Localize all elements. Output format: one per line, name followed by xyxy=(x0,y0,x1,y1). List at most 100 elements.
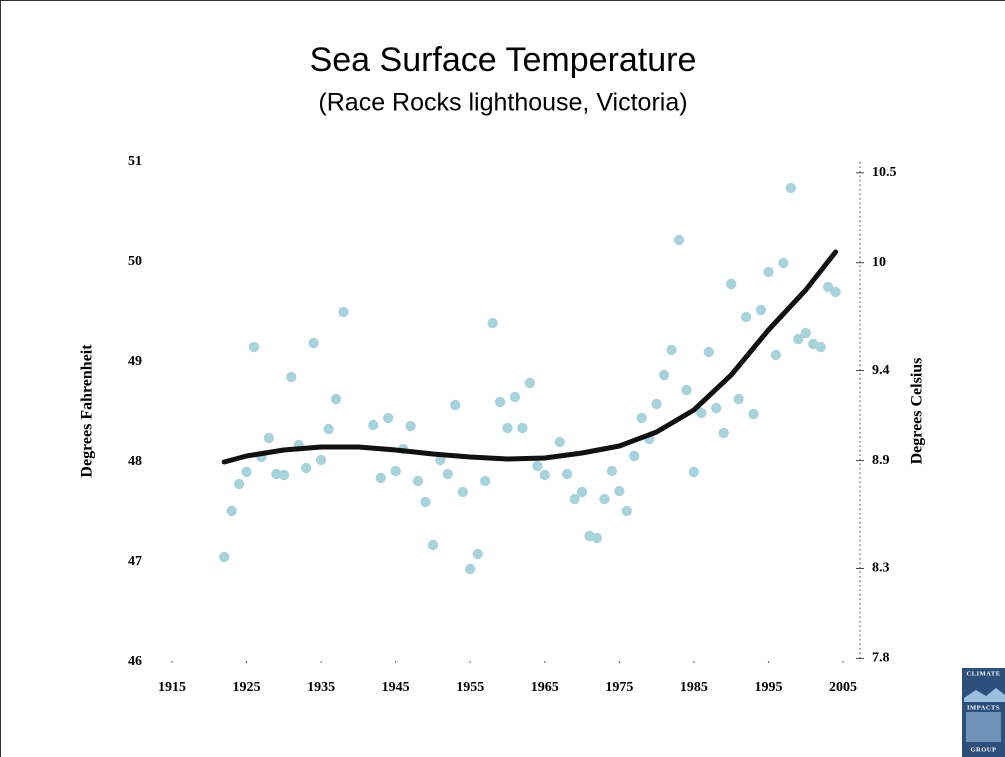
data-point xyxy=(278,469,290,481)
data-point xyxy=(390,465,401,477)
data-point xyxy=(725,278,737,290)
data-point xyxy=(688,466,700,478)
x-tick-label: 1925 xyxy=(233,680,261,695)
data-point xyxy=(524,377,536,389)
x-tick-label: 1985 xyxy=(680,680,708,695)
x-tick-label: 1975 xyxy=(605,680,633,695)
data-point xyxy=(383,412,394,424)
x-tick-label: 1955 xyxy=(456,680,484,695)
data-point xyxy=(591,532,603,544)
data-point xyxy=(740,311,752,323)
data-point xyxy=(263,432,275,444)
data-point xyxy=(703,346,714,358)
data-point xyxy=(218,551,230,563)
data-point xyxy=(442,468,454,480)
data-point xyxy=(487,317,498,329)
x-tick-label: 1965 xyxy=(531,680,559,695)
data-point xyxy=(532,460,543,472)
data-point xyxy=(800,327,811,339)
data-point xyxy=(375,472,386,484)
data-point xyxy=(696,407,707,419)
data-point xyxy=(286,371,297,383)
data-point xyxy=(368,419,379,431)
x-tick-label: 1915 xyxy=(158,680,186,695)
data-point xyxy=(465,563,476,575)
data-point xyxy=(472,548,483,560)
logo: CLIMATE IMPACTS GROUP xyxy=(962,668,1005,757)
data-point xyxy=(770,349,782,361)
data-point xyxy=(636,412,647,424)
y-tick-label: 49 xyxy=(128,354,142,369)
y2-tick-label: 10.5 xyxy=(872,165,897,180)
trend-line xyxy=(221,249,839,465)
data-point xyxy=(539,469,550,481)
data-point xyxy=(233,478,245,490)
data-point xyxy=(420,496,431,508)
x-tick-label: 1995 xyxy=(754,680,782,695)
data-point xyxy=(248,341,260,353)
data-point xyxy=(718,427,729,439)
data-point xyxy=(614,485,625,497)
data-point xyxy=(822,281,834,293)
chart-subtitle: (Race Rocks lighthouse, Victoria) xyxy=(318,89,687,117)
data-point xyxy=(621,505,632,517)
data-point xyxy=(301,462,312,474)
data-point xyxy=(599,493,610,505)
data-point xyxy=(569,493,580,505)
data-point xyxy=(509,391,521,403)
data-point xyxy=(576,486,588,498)
data-point xyxy=(755,304,767,316)
data-point xyxy=(479,475,491,487)
data-point xyxy=(778,257,789,269)
data-point xyxy=(308,337,319,349)
data-point xyxy=(323,423,334,435)
data-point xyxy=(502,422,513,434)
logo-mountains xyxy=(964,688,1005,702)
y2-axis-label: Degrees Celsius xyxy=(909,358,926,465)
data-point xyxy=(494,396,506,408)
x-tick-label: 1945 xyxy=(382,680,410,695)
data-point xyxy=(241,466,252,478)
data-point xyxy=(748,408,759,420)
data-point xyxy=(226,505,237,517)
data-point xyxy=(815,341,826,353)
data-point xyxy=(412,475,424,487)
y-axis-label: Degrees Fahrenheit xyxy=(79,344,96,478)
data-point xyxy=(711,402,722,414)
data-point xyxy=(450,399,461,411)
y-tick-label: 48 xyxy=(128,454,142,469)
y-tick-label: 47 xyxy=(128,554,142,569)
data-point xyxy=(427,539,439,551)
data-point xyxy=(457,486,468,498)
data-point xyxy=(666,344,677,356)
y2-tick-label: 8.3 xyxy=(872,561,890,576)
x-tick-label: 2005 xyxy=(829,680,857,695)
data-point xyxy=(330,393,342,405)
y2-tick-label: 8.9 xyxy=(872,453,890,468)
y2-tick-label: 10 xyxy=(872,255,886,270)
data-point xyxy=(785,182,797,194)
y-tick-label: 51 xyxy=(128,154,142,169)
data-point xyxy=(435,454,446,466)
logo-text: GROUP xyxy=(971,746,997,753)
data-point xyxy=(658,369,670,381)
data-point xyxy=(561,468,573,480)
data-point xyxy=(405,420,416,432)
data-point xyxy=(338,306,349,318)
y-tick-label: 46 xyxy=(128,654,142,669)
data-point xyxy=(763,266,774,278)
data-point xyxy=(554,436,565,448)
x-tick-label: 1935 xyxy=(307,680,335,695)
data-point xyxy=(651,398,662,410)
data-point xyxy=(733,393,744,405)
logo-text: CLIMATE xyxy=(966,670,1000,677)
y-tick-label: 50 xyxy=(128,254,142,269)
data-point xyxy=(830,286,841,298)
data-point xyxy=(673,234,685,246)
data-point xyxy=(517,422,528,434)
data-point xyxy=(315,454,327,466)
data-point xyxy=(793,333,804,345)
data-point xyxy=(606,465,618,477)
